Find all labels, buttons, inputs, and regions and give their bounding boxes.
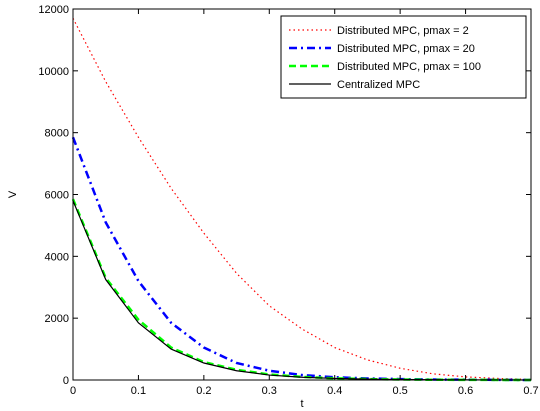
legend-label-3: Distributed MPC, pmax = 100: [337, 61, 481, 73]
x-tick-label: 0.4: [327, 385, 342, 397]
series-line-2: [71, 136, 532, 382]
x-tick-label: 0.3: [262, 385, 277, 397]
y-tick-label: 0: [63, 375, 69, 387]
legend-label-1: Distributed MPC, pmax = 2: [337, 25, 469, 37]
y-tick-label: 8000: [45, 128, 69, 140]
y-tick-label: 6000: [45, 190, 69, 202]
legend-label-4: Centralized MPC: [337, 79, 420, 91]
y-tick-label: 4000: [45, 251, 69, 263]
x-axis-label: t: [300, 398, 303, 410]
y-tick-label: 12000: [38, 4, 69, 16]
y-tick-label: 10000: [38, 66, 69, 78]
x-tick-label: 0.7: [523, 385, 538, 397]
legend: Distributed MPC, pmax = 2 Distributed MPC…: [280, 15, 527, 99]
y-axis-label: V: [7, 190, 19, 198]
x-tick-label: 0.6: [458, 385, 473, 397]
x-tick-label: 0.5: [392, 385, 407, 397]
x-tick-label: 0: [70, 385, 76, 397]
series-line-4: [72, 200, 532, 381]
series-line-3: [71, 198, 532, 382]
x-tick-label: 0.1: [131, 385, 146, 397]
x-tick-label: 0.2: [196, 385, 211, 397]
legend-label-2: Distributed MPC, pmax = 20: [337, 43, 475, 55]
ticks-layer: 0 0.1 0.2 0.3 0.4 0.5 0.6 0.7 0 2000 4000 6000 8000 1…: [38, 4, 538, 397]
y-tick-label: 2000: [45, 313, 69, 325]
